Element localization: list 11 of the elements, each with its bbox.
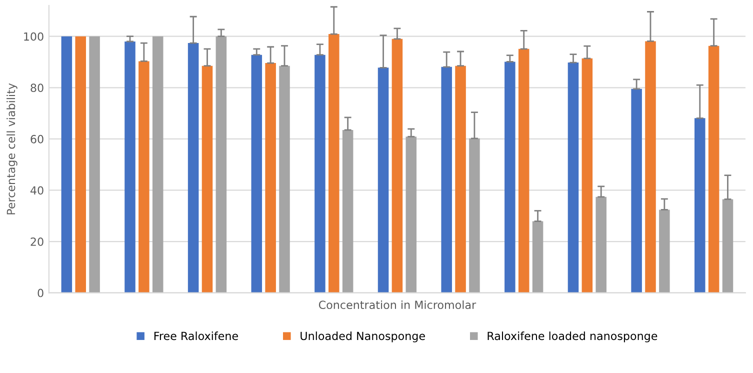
y-axis-title: Percentage cell viability bbox=[6, 83, 18, 214]
y-tick-label: 100 bbox=[24, 32, 44, 41]
y-tick-label: 80 bbox=[30, 84, 44, 92]
y-tick-label: 60 bbox=[30, 134, 44, 144]
x-axis-title: Concentration in Micromolar bbox=[318, 300, 476, 310]
y-tick-label: 40 bbox=[30, 186, 44, 195]
y-tick-label: 20 bbox=[30, 237, 44, 246]
legend-label: Free Raloxifene bbox=[154, 332, 238, 340]
y-tick-label: 0 bbox=[38, 288, 44, 298]
legend-label: Raloxifene loaded nanosponge bbox=[488, 332, 658, 342]
legend-label: Unloaded Nanosponge bbox=[300, 332, 425, 342]
